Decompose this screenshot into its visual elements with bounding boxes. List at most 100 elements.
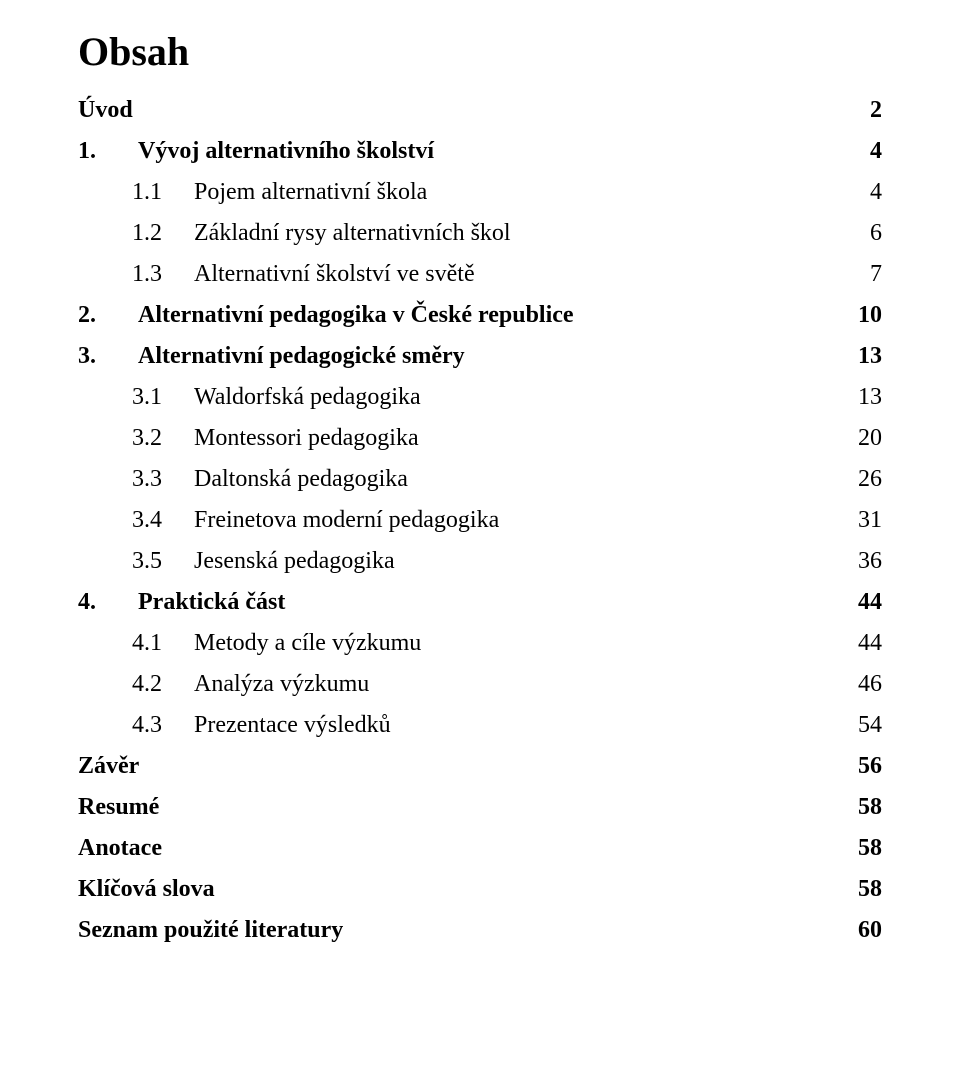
toc-row: Úvod 2	[78, 97, 882, 124]
toc-page-number: 10	[858, 302, 882, 329]
toc-left: 4.3Prezentace výsledků	[78, 712, 391, 739]
toc-left: 3.5Jesenská pedagogika	[78, 548, 395, 575]
toc-left: 1.2Základní rysy alternativních škol	[78, 220, 511, 247]
toc-page-number: 4	[870, 138, 882, 165]
toc-left: 1.Vývoj alternativního školství	[78, 138, 434, 165]
toc-row: 1.Vývoj alternativního školství 4	[78, 138, 882, 165]
toc-number: 3.1	[132, 384, 194, 411]
toc-row: 3.4Freinetova moderní pedagogika 31	[78, 507, 882, 534]
toc-left: 1.1Pojem alternativní škola	[78, 179, 427, 206]
toc-page-number: 54	[858, 712, 882, 739]
toc-left: Anotace	[78, 835, 162, 862]
toc-row: 2.Alternativní pedagogika v České republ…	[78, 302, 882, 329]
toc-row: Anotace 58	[78, 835, 882, 862]
toc-left: 4.2Analýza výzkumu	[78, 671, 369, 698]
toc-text: Alternativní pedagogické směry	[138, 343, 465, 370]
toc-page-number: 36	[858, 548, 882, 575]
toc-number: 4.	[78, 589, 138, 616]
toc-number: 4.2	[132, 671, 194, 698]
toc-row: 1.3Alternativní školství ve světě 7	[78, 261, 882, 288]
toc-row: Seznam použité literatury 60	[78, 917, 882, 944]
toc-text: Analýza výzkumu	[194, 671, 369, 698]
toc-page-number: 44	[858, 630, 882, 657]
toc-number: 1.2	[132, 220, 194, 247]
page-title: Obsah	[78, 28, 882, 75]
toc-text: Základní rysy alternativních škol	[194, 220, 511, 247]
toc-text: Praktická část	[138, 589, 285, 616]
toc-text: Prezentace výsledků	[194, 712, 391, 739]
toc-row: 3.2Montessori pedagogika 20	[78, 425, 882, 452]
toc-left: 4.1Metody a cíle výzkumu	[78, 630, 421, 657]
toc-row: 4.1Metody a cíle výzkumu 44	[78, 630, 882, 657]
toc-text: Freinetova moderní pedagogika	[194, 507, 499, 534]
page-container: Obsah Úvod 2 1.Vývoj alternativního školst…	[0, 0, 960, 998]
toc-page-number: 60	[858, 917, 882, 944]
toc-text: Waldorfská pedagogika	[194, 384, 421, 411]
toc-page-number: 58	[858, 876, 882, 903]
toc-text: Daltonská pedagogika	[194, 466, 408, 493]
toc-page-number: 31	[858, 507, 882, 534]
toc-page-number: 2	[870, 97, 882, 124]
toc-left: 3.1Waldorfská pedagogika	[78, 384, 421, 411]
toc-text: Alternativní pedagogika v České republic…	[138, 302, 574, 329]
toc-page-number: 20	[858, 425, 882, 452]
toc-row: 3.1Waldorfská pedagogika 13	[78, 384, 882, 411]
toc-row: 3.Alternativní pedagogické směry 13	[78, 343, 882, 370]
toc-left: Seznam použité literatury	[78, 917, 343, 944]
toc-text: Závěr	[78, 753, 139, 780]
toc-row: Klíčová slova 58	[78, 876, 882, 903]
toc-left: Klíčová slova	[78, 876, 215, 903]
toc-row: 1.2Základní rysy alternativních škol 6	[78, 220, 882, 247]
toc-number: 3.	[78, 343, 138, 370]
toc-text: Metody a cíle výzkumu	[194, 630, 421, 657]
toc-page-number: 13	[858, 343, 882, 370]
toc-left: 1.3Alternativní školství ve světě	[78, 261, 475, 288]
toc-text: Jesenská pedagogika	[194, 548, 395, 575]
toc-row: 4.Praktická část 44	[78, 589, 882, 616]
toc-row: 4.3Prezentace výsledků 54	[78, 712, 882, 739]
toc-text: Alternativní školství ve světě	[194, 261, 475, 288]
toc-number: 3.2	[132, 425, 194, 452]
toc-text: Anotace	[78, 835, 162, 862]
toc-page-number: 46	[858, 671, 882, 698]
toc-number: 4.1	[132, 630, 194, 657]
toc-row: 3.5Jesenská pedagogika 36	[78, 548, 882, 575]
toc-left: 4.Praktická část	[78, 589, 285, 616]
toc-row: 1.1Pojem alternativní škola 4	[78, 179, 882, 206]
toc-left: Závěr	[78, 753, 139, 780]
toc-page-number: 58	[858, 794, 882, 821]
toc-row: Závěr 56	[78, 753, 882, 780]
toc-number: 3.3	[132, 466, 194, 493]
toc-left: 3.4Freinetova moderní pedagogika	[78, 507, 499, 534]
toc-number: 1.3	[132, 261, 194, 288]
toc-page-number: 56	[858, 753, 882, 780]
toc-left: 3.2Montessori pedagogika	[78, 425, 419, 452]
toc-left: Úvod	[78, 97, 133, 124]
toc-page-number: 7	[870, 261, 882, 288]
toc-text: Montessori pedagogika	[194, 425, 419, 452]
toc-page-number: 4	[870, 179, 882, 206]
toc-page-number: 58	[858, 835, 882, 862]
toc-text: Resumé	[78, 794, 159, 821]
toc-text: Klíčová slova	[78, 876, 215, 903]
toc-number: 1.1	[132, 179, 194, 206]
toc-text: Vývoj alternativního školství	[138, 138, 434, 165]
toc-left: Resumé	[78, 794, 159, 821]
toc-text: Úvod	[78, 97, 133, 124]
toc-left: 2.Alternativní pedagogika v České republ…	[78, 302, 574, 329]
toc-page-number: 13	[858, 384, 882, 411]
toc-number: 1.	[78, 138, 138, 165]
toc-left: 3.3Daltonská pedagogika	[78, 466, 408, 493]
toc-page-number: 6	[870, 220, 882, 247]
toc-row: 4.2Analýza výzkumu 46	[78, 671, 882, 698]
toc-number: 4.3	[132, 712, 194, 739]
toc-number: 2.	[78, 302, 138, 329]
toc-number: 3.4	[132, 507, 194, 534]
toc-text: Seznam použité literatury	[78, 917, 343, 944]
toc-text: Pojem alternativní škola	[194, 179, 427, 206]
toc-row: Resumé 58	[78, 794, 882, 821]
toc-row: 3.3Daltonská pedagogika 26	[78, 466, 882, 493]
toc-page-number: 44	[858, 589, 882, 616]
toc-number: 3.5	[132, 548, 194, 575]
toc-page-number: 26	[858, 466, 882, 493]
